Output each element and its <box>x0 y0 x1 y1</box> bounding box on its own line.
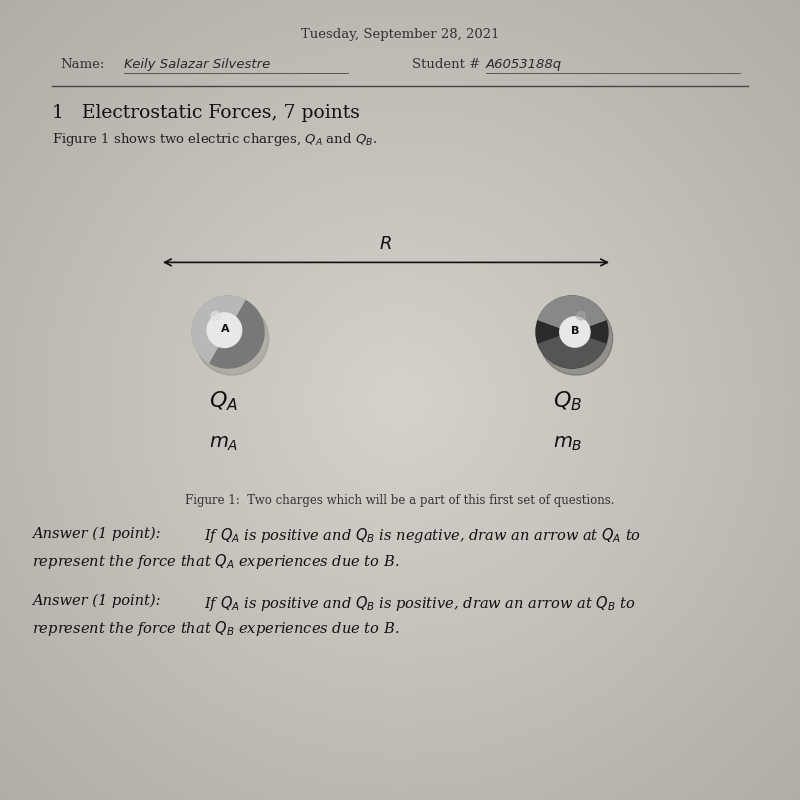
Text: Tuesday, September 28, 2021: Tuesday, September 28, 2021 <box>301 28 499 41</box>
Wedge shape <box>538 296 606 332</box>
Circle shape <box>577 311 586 320</box>
Text: Keily Salazar Silvestre: Keily Salazar Silvestre <box>124 58 270 70</box>
Text: Student #: Student # <box>412 58 480 70</box>
Text: $m_A$: $m_A$ <box>210 434 238 453</box>
Text: If $Q_A$ is positive and $Q_B$ is positive, draw an arrow at $Q_B$ to: If $Q_A$ is positive and $Q_B$ is positi… <box>204 594 635 613</box>
Circle shape <box>536 296 608 368</box>
Text: $Q_A$: $Q_A$ <box>210 390 238 413</box>
Text: Figure 1 shows two electric charges, $Q_A$ and $Q_B$.: Figure 1 shows two electric charges, $Q_… <box>52 131 378 148</box>
Text: Name:: Name: <box>60 58 104 70</box>
Text: $Q_B$: $Q_B$ <box>554 390 582 413</box>
Wedge shape <box>538 332 606 368</box>
Wedge shape <box>192 296 246 363</box>
Circle shape <box>195 302 269 375</box>
Circle shape <box>560 317 590 347</box>
Text: B: B <box>571 326 580 336</box>
Text: $R$: $R$ <box>379 235 392 253</box>
Text: $m_B$: $m_B$ <box>554 434 582 453</box>
Text: Answer (1 point):: Answer (1 point): <box>32 526 161 541</box>
Circle shape <box>207 313 242 347</box>
Circle shape <box>211 311 220 320</box>
Text: A6053188q: A6053188q <box>486 58 562 70</box>
Text: Answer (1 point):: Answer (1 point): <box>32 594 161 608</box>
Text: represent the force that $Q_B$ experiences due to B.: represent the force that $Q_B$ experienc… <box>32 619 399 638</box>
Circle shape <box>192 296 264 368</box>
Wedge shape <box>210 301 264 368</box>
Text: represent the force that $Q_A$ experiences due to B.: represent the force that $Q_A$ experienc… <box>32 552 399 571</box>
Text: 1   Electrostatic Forces, 7 points: 1 Electrostatic Forces, 7 points <box>52 104 360 122</box>
Text: A: A <box>221 324 230 334</box>
Text: Figure 1:  Two charges which will be a part of this first set of questions.: Figure 1: Two charges which will be a pa… <box>186 494 614 506</box>
Circle shape <box>539 302 613 375</box>
Text: If $Q_A$ is positive and $Q_B$ is negative, draw an arrow at $Q_A$ to: If $Q_A$ is positive and $Q_B$ is negati… <box>204 526 641 546</box>
